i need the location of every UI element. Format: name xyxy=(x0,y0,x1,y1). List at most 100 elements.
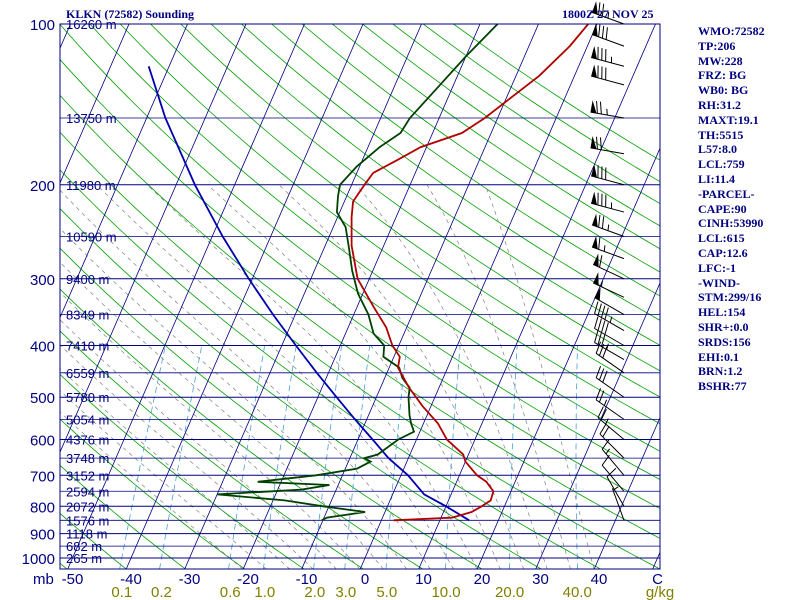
wind-barb-flag xyxy=(598,368,605,381)
wind-barb-flag xyxy=(599,101,602,115)
wind-barb xyxy=(591,64,625,86)
mixing-ratio-line xyxy=(313,345,342,569)
wind-barb-flag xyxy=(598,237,601,250)
wind-barb-flag xyxy=(598,2,601,15)
isotherm-line xyxy=(184,24,422,569)
height-label: 6559 m xyxy=(66,366,109,381)
moist-adiabat-line xyxy=(60,390,267,569)
index-line: CAPE:90 xyxy=(698,201,747,216)
temperature-tick-label: 0 xyxy=(361,571,369,588)
wind-barb-half-flag xyxy=(609,316,613,323)
wind-barb xyxy=(591,164,625,186)
moist-adiabat-line xyxy=(60,261,384,569)
wind-barb-flag xyxy=(601,305,606,318)
temperature-tick-label: 30 xyxy=(532,571,549,588)
wind-barb xyxy=(595,341,625,374)
height-label: 11980 m xyxy=(66,178,116,193)
index-line: FRZ: BG xyxy=(698,68,747,83)
wind-barb-flag xyxy=(601,3,605,17)
height-label: 3748 m xyxy=(66,451,109,466)
wind-barb-half-flag xyxy=(600,280,604,287)
index-line: LCL:615 xyxy=(698,231,745,246)
dry-adiabat-line xyxy=(301,24,660,273)
height-label: 5054 m xyxy=(66,412,109,427)
sounding-traces xyxy=(147,24,589,522)
moist-adiabat-line xyxy=(426,184,571,569)
index-line: STM:299/16 xyxy=(698,290,762,305)
wind-barb xyxy=(594,287,625,315)
wind-barb xyxy=(591,191,625,213)
wind-barb-flag xyxy=(606,467,617,478)
height-label: 8349 m xyxy=(66,308,109,323)
wind-barb-flag xyxy=(594,316,599,329)
mixing-ratio-label: 20.0 xyxy=(495,584,524,600)
moist-adiabat-line xyxy=(484,184,595,569)
wind-barb-flag xyxy=(599,137,602,150)
dry-adiabat-line xyxy=(241,24,660,321)
wind-barb xyxy=(591,1,625,25)
wind-barb-staff xyxy=(594,313,625,331)
mixing-ratio-line xyxy=(385,345,408,569)
wind-barb-flag xyxy=(598,343,605,356)
moist-adiabat-line xyxy=(60,319,337,569)
isotherm-line xyxy=(418,24,656,569)
wind-barb xyxy=(591,23,625,47)
wind-barb-flag xyxy=(602,370,608,383)
height-label: 2594 m xyxy=(66,484,109,499)
wind-barb-staff xyxy=(606,476,625,507)
mixing-ratio-line xyxy=(159,345,203,569)
wind-barb-pennant xyxy=(590,136,597,149)
wind-barb xyxy=(606,467,625,507)
mixing-ratio-label: 0.6 xyxy=(220,584,241,600)
wind-barb-half-flag xyxy=(607,11,610,19)
mixing-ratio-line xyxy=(509,345,518,569)
wind-barb-flag xyxy=(604,322,609,335)
wind-barb xyxy=(590,100,625,119)
temperature-tick-label: 10 xyxy=(415,571,432,588)
pressure-label: 400 xyxy=(30,339,55,356)
wind-barb-flag xyxy=(599,255,603,268)
wind-barb-staff xyxy=(595,377,625,398)
stability-indices-panel: WMO:72582 TP:206 MW:228 FRZ: BG WB0: BG RH:31… xyxy=(698,24,765,394)
pressure-label: 300 xyxy=(30,272,55,289)
pressure-label: 200 xyxy=(30,178,55,195)
wind-barb-staff xyxy=(595,399,625,420)
wind-barb xyxy=(592,253,625,280)
mixing-ratio-line xyxy=(228,345,266,569)
dry-adiabat-line xyxy=(60,24,660,481)
dry-adiabat-line xyxy=(60,464,187,569)
wind-barb-column xyxy=(590,1,625,521)
wind-barb-half-flag xyxy=(603,245,606,252)
wind-barb xyxy=(597,406,625,440)
dry-adiabat-line xyxy=(119,24,660,425)
wind-barb-flag xyxy=(598,24,601,37)
wind-barb-half-flag xyxy=(607,224,610,231)
wind-barb xyxy=(595,388,625,420)
wind-barb-pennant xyxy=(593,272,599,286)
moist-adiabat-line xyxy=(355,184,548,569)
wind-barb-staff xyxy=(601,464,625,492)
mixing-ratio-line xyxy=(445,345,461,569)
height-label: 5780 m xyxy=(66,390,109,405)
index-line: TH:5515 xyxy=(698,127,744,142)
wind-barb-staff xyxy=(591,175,625,186)
isotherm-line xyxy=(60,24,130,184)
wind-barb-pennant xyxy=(590,100,597,114)
dry-adiabat-line xyxy=(60,247,483,569)
wind-barb-half-flag xyxy=(603,399,608,406)
wind-barb-pennant xyxy=(591,45,597,60)
wind-barb-staff xyxy=(597,417,625,440)
wind-barb-flag xyxy=(598,390,605,403)
thermo-grid xyxy=(60,24,660,569)
wind-barb-half-flag xyxy=(605,418,609,425)
wind-barb-staff xyxy=(590,147,625,155)
isotherm-line xyxy=(125,24,364,569)
pressure-label: 100 xyxy=(30,17,55,34)
wind-barb-staff xyxy=(591,202,625,213)
isotherm-line xyxy=(67,24,305,569)
temperature-trace xyxy=(350,24,589,522)
wind-barb xyxy=(601,454,625,492)
wind-barb-flag xyxy=(597,332,602,345)
